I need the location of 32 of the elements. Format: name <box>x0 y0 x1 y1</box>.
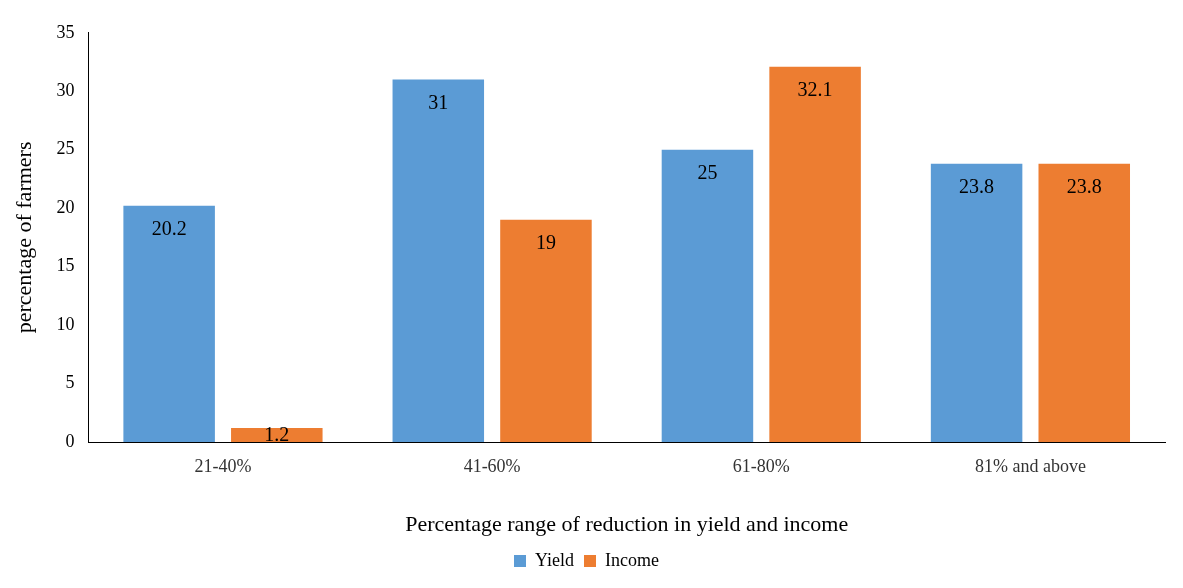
data-label: 20.2 <box>151 217 187 240</box>
bar <box>231 427 323 442</box>
data-label: 31 <box>428 90 449 113</box>
x-tick-label: 41-60% <box>463 455 521 476</box>
y-tick-label: 35 <box>56 21 75 42</box>
legend-label: Yield <box>535 549 575 570</box>
x-tick-label: 61-80% <box>732 455 790 476</box>
y-axis-title: percentage of farmers <box>10 141 36 334</box>
x-tick-label: 21-40% <box>194 455 252 476</box>
y-tick-label: 30 <box>56 79 75 100</box>
data-label: 25 <box>697 160 718 183</box>
data-label: 23.8 <box>959 174 995 197</box>
data-label: 32.1 <box>797 77 833 100</box>
x-tick-label: 81% and above <box>974 455 1086 476</box>
legend-label: Income <box>605 549 659 570</box>
y-tick-label: 15 <box>56 255 75 276</box>
y-tick-label: 25 <box>56 138 75 159</box>
data-label: 1.2 <box>264 423 290 446</box>
bar <box>769 66 861 442</box>
y-tick-label: 5 <box>65 372 75 393</box>
data-label: 19 <box>535 231 556 254</box>
bar <box>500 219 592 442</box>
y-tick-label: 0 <box>65 430 75 451</box>
bar <box>392 79 485 442</box>
bar <box>930 163 1023 442</box>
y-tick-label: 10 <box>56 313 75 334</box>
data-label: 23.8 <box>1066 174 1102 197</box>
bar <box>123 205 215 442</box>
bar <box>661 149 754 442</box>
y-tick-label: 20 <box>56 196 75 217</box>
x-axis-title: Percentage range of reduction in yield and income <box>405 510 849 536</box>
bar <box>1038 163 1131 442</box>
